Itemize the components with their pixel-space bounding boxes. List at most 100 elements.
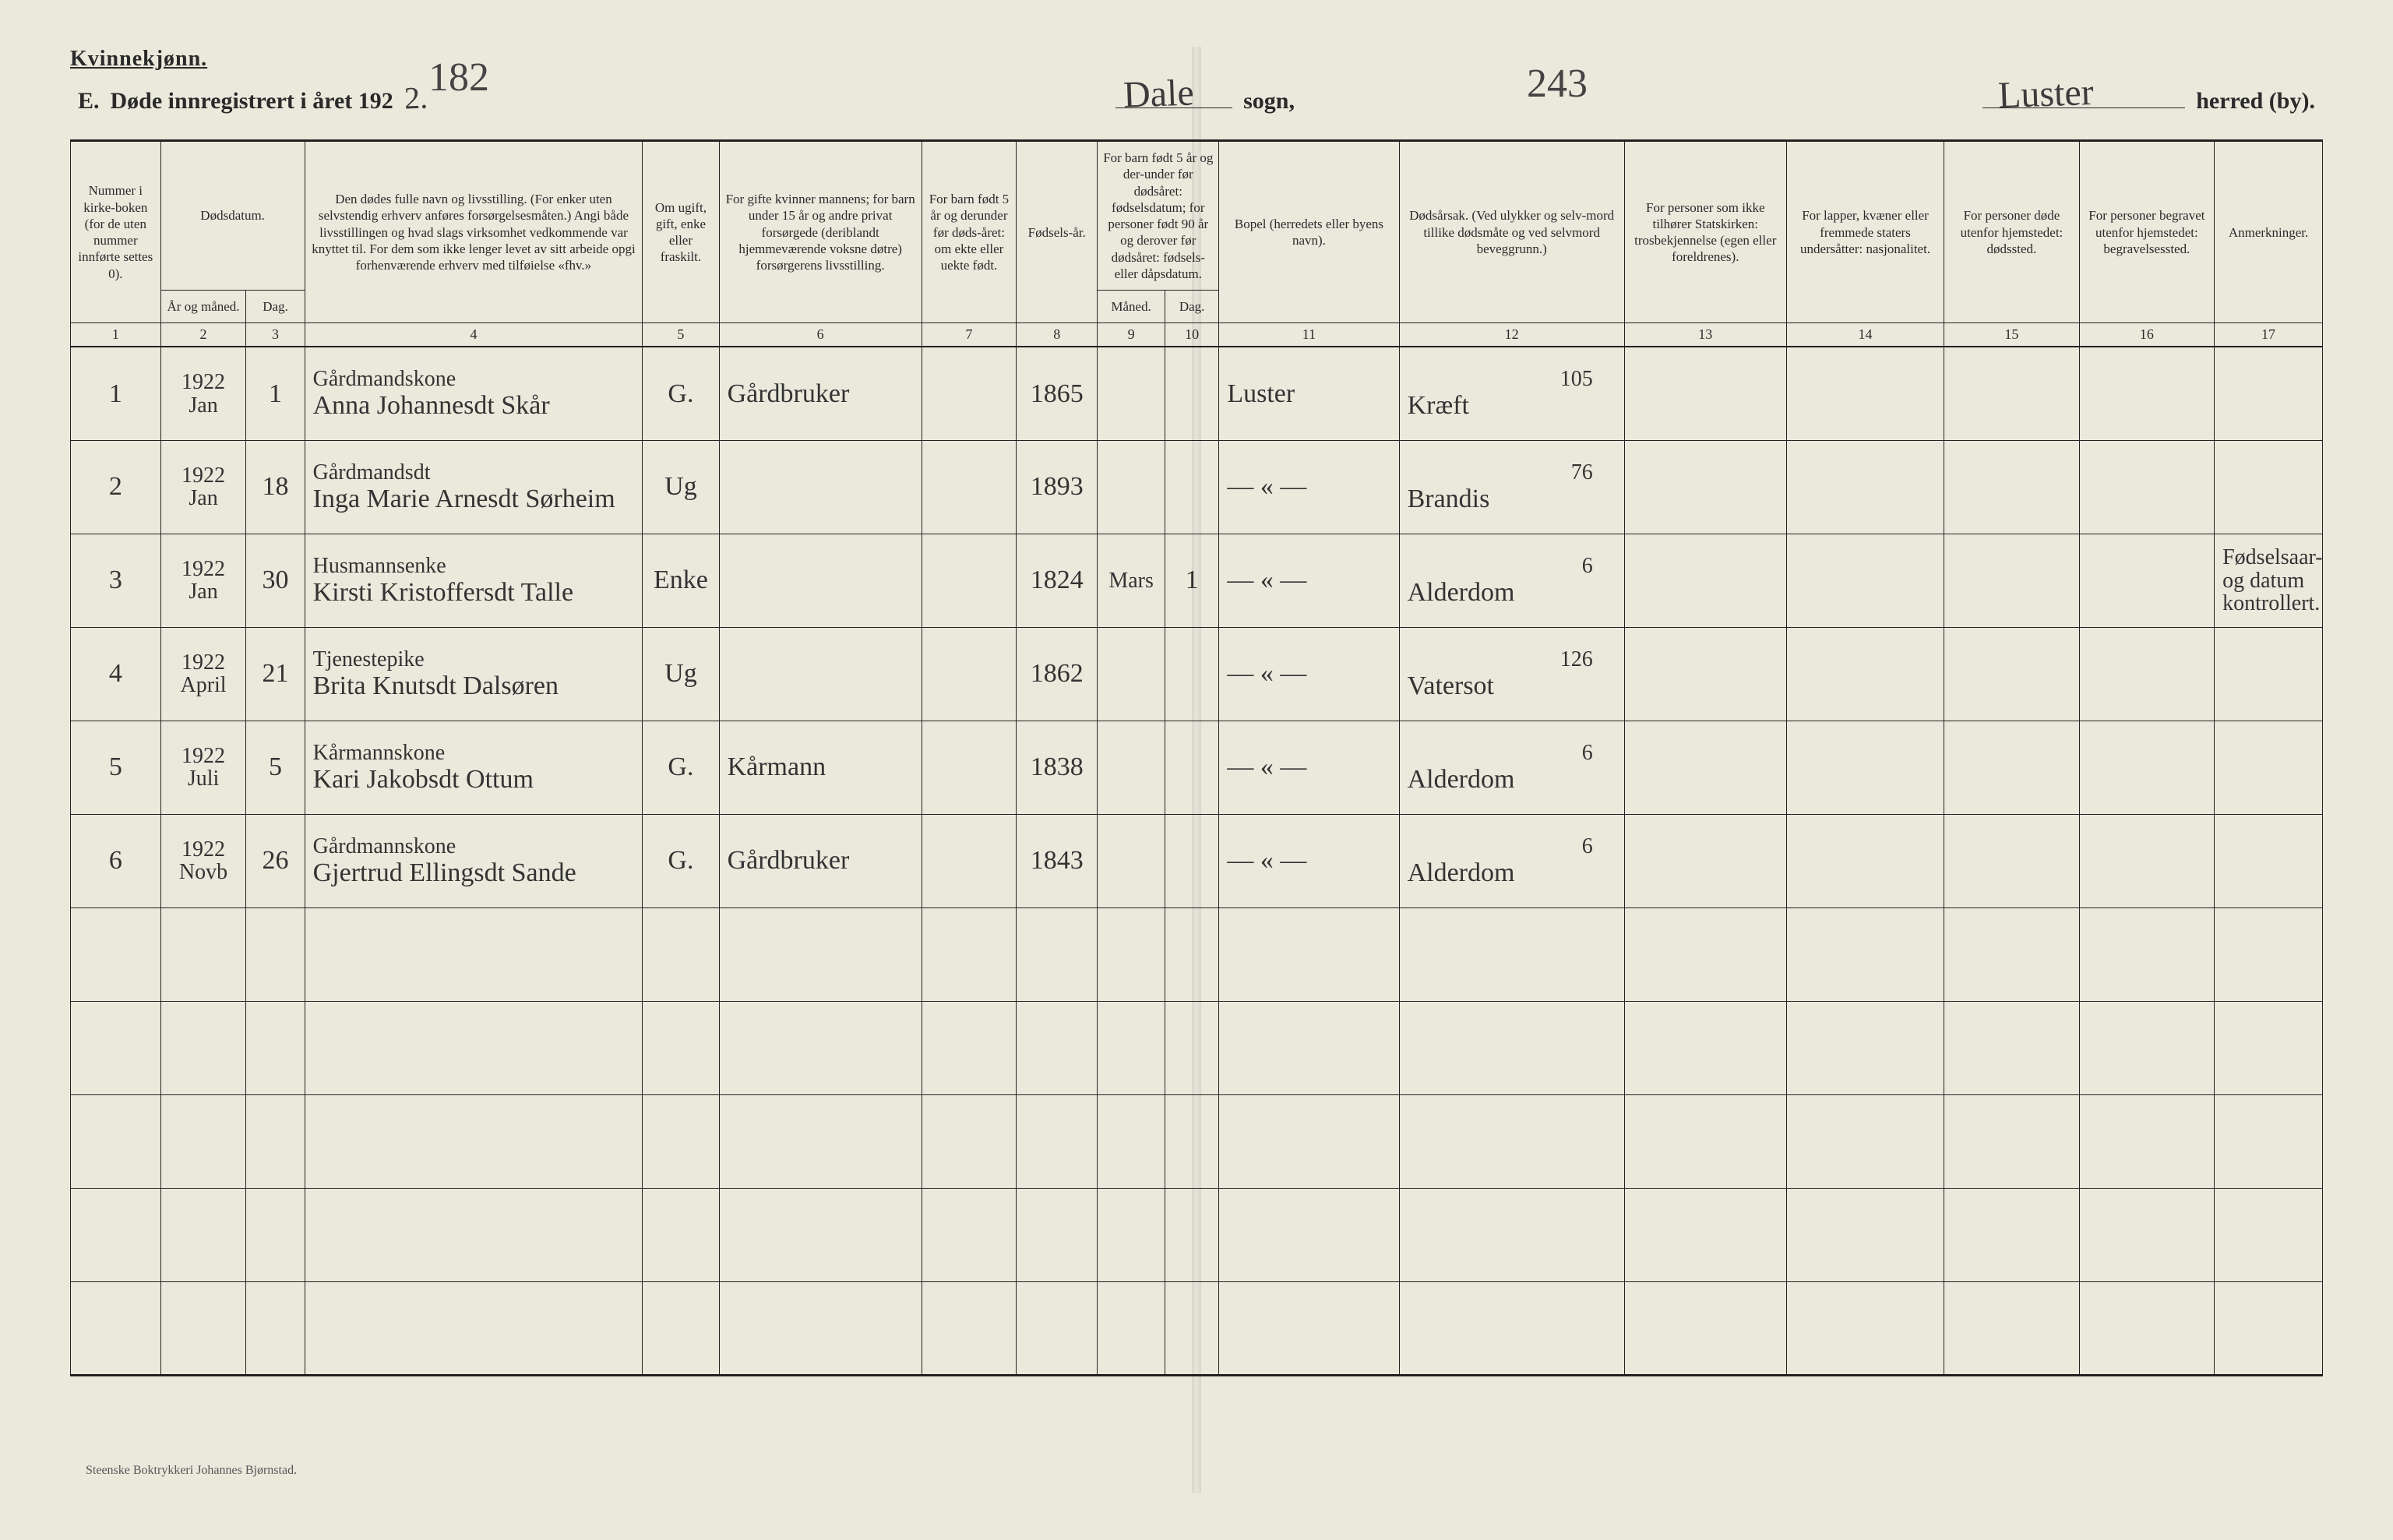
cell: KårmannskoneKari Jakobsdt Ottum	[305, 721, 643, 814]
column-number: 8	[1017, 323, 1098, 347]
column-number: 9	[1098, 323, 1165, 347]
cell	[1165, 1281, 1218, 1375]
cell: 6Alderdom	[1399, 721, 1624, 814]
cell: 21	[246, 627, 305, 721]
cell	[1165, 440, 1218, 534]
cell	[1399, 1001, 1624, 1094]
cell	[246, 907, 305, 1001]
cell	[305, 907, 643, 1001]
cell	[1624, 534, 1786, 627]
cell	[719, 1001, 922, 1094]
table-row: 31922 Jan30HusmannsenkeKirsti Kristoffer…	[71, 534, 2323, 627]
cell	[1786, 440, 1944, 534]
cell	[1165, 1001, 1218, 1094]
table-row	[71, 1281, 2323, 1375]
cell: 1922 Juli	[160, 721, 246, 814]
cell	[1944, 907, 2079, 1001]
cell: Luster	[1219, 347, 1399, 440]
cell	[922, 440, 1016, 534]
cell	[246, 1188, 305, 1281]
sogn-label: sogn,	[1243, 88, 1295, 115]
table-row	[71, 1001, 2323, 1094]
table-body: 11922 Jan1GårdmandskoneAnna Johannesdt S…	[71, 347, 2323, 1375]
cell	[1098, 721, 1165, 814]
cell	[1017, 1281, 1098, 1375]
cell	[2079, 1188, 2214, 1281]
cell	[1786, 534, 1944, 627]
cell	[1786, 814, 1944, 907]
cell	[1624, 627, 1786, 721]
table-row: 51922 Juli5KårmannskoneKari Jakobsdt Ott…	[71, 721, 2323, 814]
cell	[719, 534, 922, 627]
cell: GårdmannskoneGjertrud Ellingsdt Sande	[305, 814, 643, 907]
ledger-table: Nummer i kirke-boken (for de uten nummer…	[70, 139, 2323, 1376]
cell: 18	[246, 440, 305, 534]
col-10-sub: Dag.	[1165, 291, 1218, 323]
cell	[1786, 1281, 1944, 1375]
cell	[922, 814, 1016, 907]
cell: HusmannsenkeKirsti Kristoffersdt Talle	[305, 534, 643, 627]
cell	[1944, 440, 2079, 534]
cell	[1399, 1188, 1624, 1281]
col-3-sub: Dag.	[246, 291, 305, 323]
cell: 30	[246, 534, 305, 627]
header-sogn: Dale sogn,	[1115, 83, 1295, 115]
cell	[1098, 907, 1165, 1001]
cell	[71, 1001, 161, 1094]
cell	[1624, 1001, 1786, 1094]
cell	[2215, 1001, 2323, 1094]
cell	[1098, 1188, 1165, 1281]
cell: 3	[71, 534, 161, 627]
cell	[305, 1094, 643, 1188]
cell: 1862	[1017, 627, 1098, 721]
cell	[1624, 1281, 1786, 1375]
column-number: 5	[643, 323, 719, 347]
cell	[1944, 1281, 2079, 1375]
printer-footer: Steenske Boktrykkeri Johannes Bjørnstad.	[86, 1464, 297, 1478]
cell	[719, 907, 922, 1001]
col-2-3-group: Dødsdatum.	[160, 141, 305, 291]
column-number: 15	[1944, 323, 2079, 347]
cell	[922, 534, 1016, 627]
col-5-header: Om ugift, gift, enke eller fraskilt.	[643, 141, 719, 323]
cell	[1786, 721, 1944, 814]
cell	[2215, 1094, 2323, 1188]
cell	[643, 1094, 719, 1188]
column-number: 14	[1786, 323, 1944, 347]
cell	[160, 1001, 246, 1094]
cell	[1944, 627, 2079, 721]
cell: — « —	[1219, 534, 1399, 627]
table-row: 21922 Jan18GårdmandsdtInga Marie Arnesdt…	[71, 440, 2323, 534]
cell	[1944, 1188, 2079, 1281]
table-row: 11922 Jan1GårdmandskoneAnna Johannesdt S…	[71, 347, 2323, 440]
cell	[1624, 347, 1786, 440]
cell	[160, 1281, 246, 1375]
cell	[922, 627, 1016, 721]
col-9-10-group: For barn født 5 år og der-under før døds…	[1098, 141, 1219, 291]
cell	[922, 721, 1016, 814]
cell	[1624, 1094, 1786, 1188]
header-left: E. Døde innregistrert i året 192 2.	[78, 79, 428, 116]
column-number: 16	[2079, 323, 2214, 347]
cell	[2215, 907, 2323, 1001]
cell	[1786, 907, 1944, 1001]
cell	[1944, 347, 2079, 440]
cell: 1	[246, 347, 305, 440]
cell	[1017, 1094, 1098, 1188]
cell	[2215, 627, 2323, 721]
cell	[922, 1001, 1016, 1094]
cell: Gårdbruker	[719, 347, 922, 440]
column-number: 11	[1219, 323, 1399, 347]
table-row: 61922 Novb26GårdmannskoneGjertrud Elling…	[71, 814, 2323, 907]
cell	[1098, 440, 1165, 534]
cell	[922, 347, 1016, 440]
cell	[1786, 1001, 1944, 1094]
cell: 6	[71, 814, 161, 907]
cell	[719, 1188, 922, 1281]
cell	[922, 1281, 1016, 1375]
cell	[2079, 627, 2214, 721]
cell	[922, 1188, 1016, 1281]
cell	[1219, 1188, 1399, 1281]
cell: 2	[71, 440, 161, 534]
cell: 1	[1165, 534, 1218, 627]
